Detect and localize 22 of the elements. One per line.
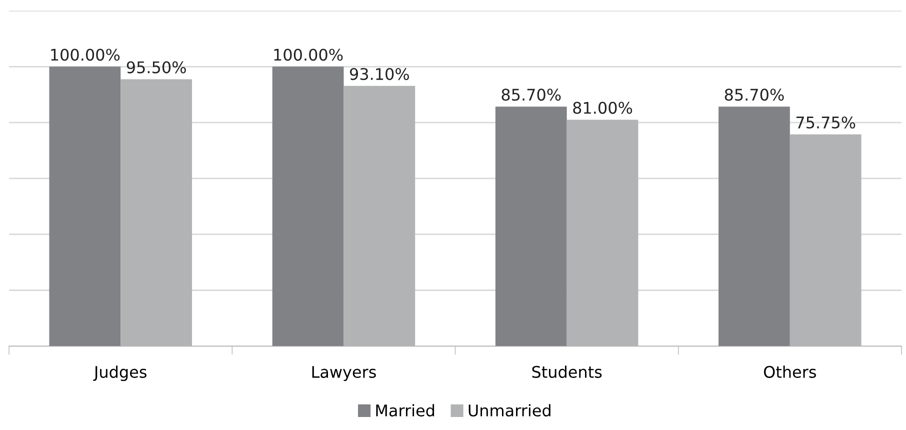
bar (272, 66, 344, 346)
data-label: 85.70% (502, 88, 561, 101)
data-label: 100.00% (274, 48, 343, 61)
x-tick-label: Lawyers (312, 366, 376, 382)
data-label: 85.70% (724, 88, 784, 101)
bar (566, 120, 638, 346)
data-label: 93.10% (350, 68, 409, 80)
data-label: 75.75% (796, 116, 856, 129)
data-label: 81.00% (573, 102, 632, 114)
x-tick-label: Students (532, 366, 602, 378)
bar (495, 106, 567, 346)
legend-label: Married (376, 404, 434, 416)
data-label: 100.00% (51, 48, 120, 61)
bar (790, 134, 862, 346)
x-tick-label: Judges (93, 366, 146, 382)
bar (344, 86, 416, 346)
x-tick-label: Others (764, 366, 816, 378)
data-label: 95.50% (126, 61, 186, 74)
bar (49, 66, 121, 346)
bar (718, 106, 790, 346)
legend-label: Unmarried (468, 404, 550, 416)
bar (120, 79, 192, 346)
